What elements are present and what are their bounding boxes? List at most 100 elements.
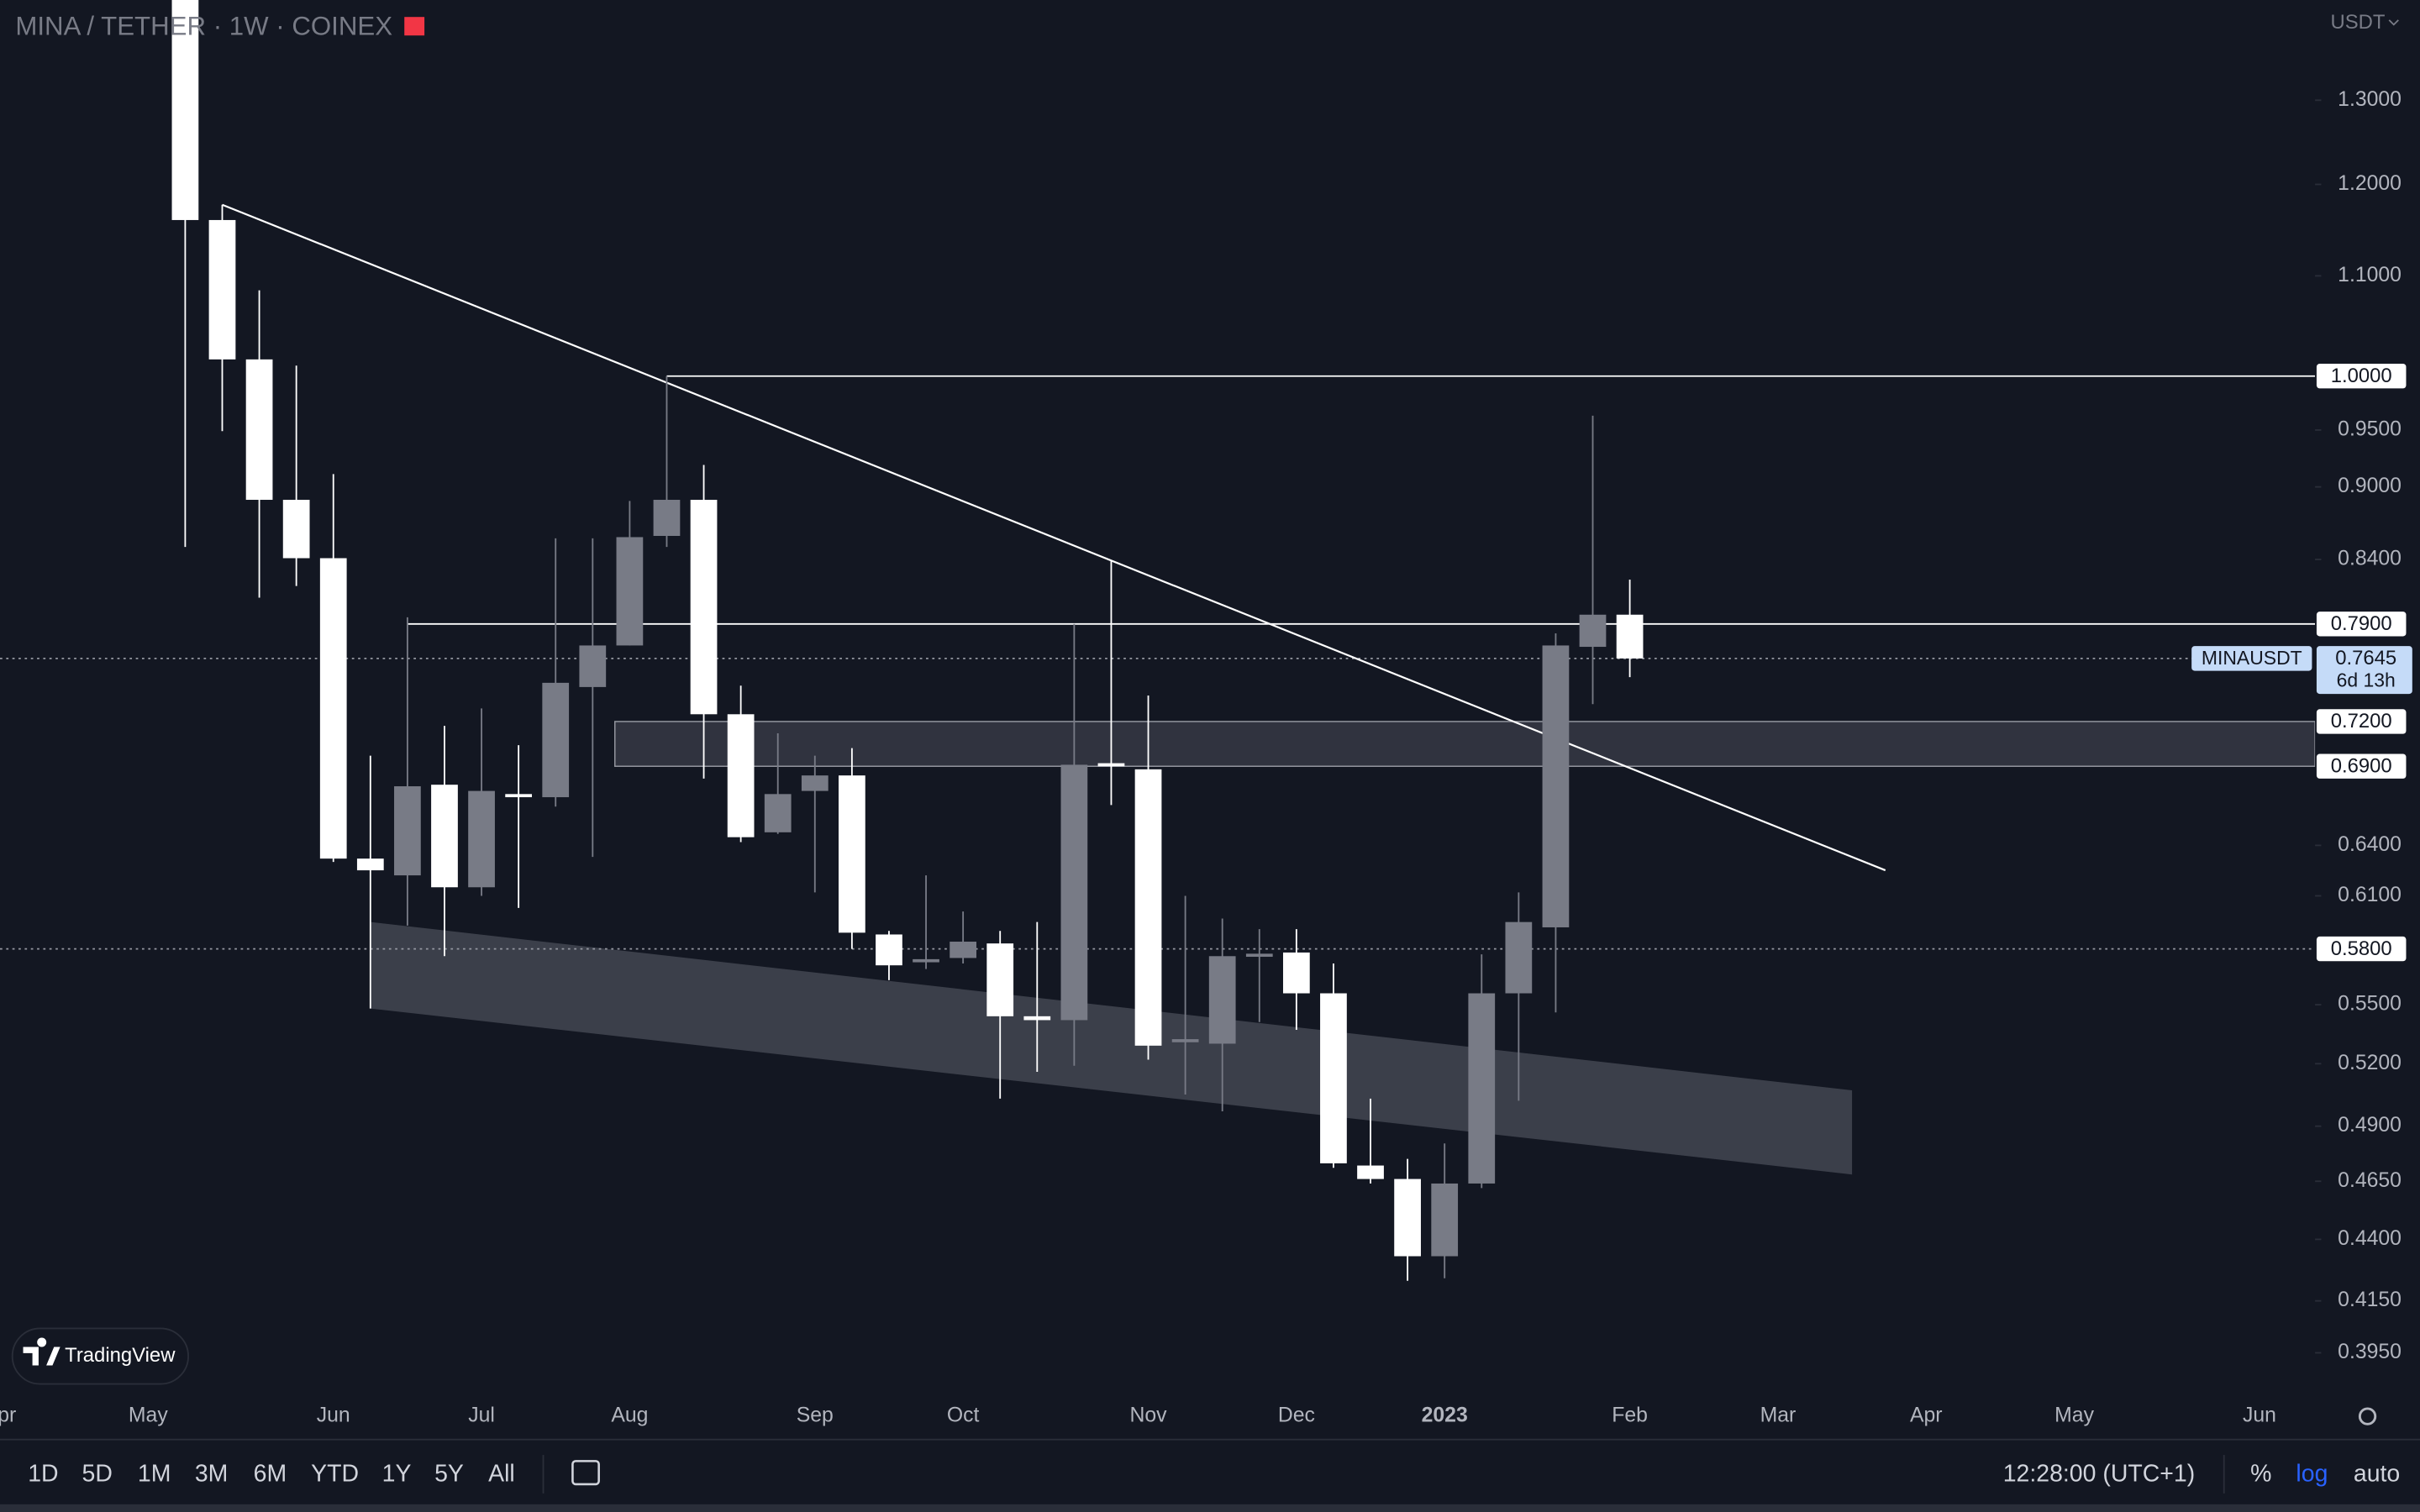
range-button[interactable]: 6M	[254, 1460, 287, 1487]
current-price-label: 0.7645	[2335, 647, 2396, 669]
y-tick-label: 0.3950	[2338, 1341, 2402, 1363]
y-tick-label: 0.4400	[2338, 1227, 2402, 1250]
candle-body	[1505, 921, 1533, 994]
y-tick-label: 0.6100	[2338, 884, 2402, 906]
candle-body	[1431, 1183, 1459, 1257]
x-tick-label: Apr	[1910, 1404, 1943, 1427]
range-button[interactable]: 5Y	[434, 1460, 464, 1487]
y-tick-label: 0.5200	[2338, 1052, 2402, 1074]
candle-body	[1394, 1179, 1421, 1257]
candle-body	[839, 775, 865, 933]
range-button[interactable]: All	[488, 1460, 515, 1487]
range-button[interactable]: YTD	[311, 1460, 359, 1487]
x-tick-label: Jun	[2243, 1404, 2276, 1427]
candle-body	[1320, 993, 1347, 1163]
candle-body	[356, 858, 384, 871]
candle-body	[653, 500, 681, 536]
level-label: 0.7900	[2331, 612, 2392, 635]
candle-body	[579, 645, 607, 687]
level-label-box	[2316, 936, 2407, 962]
current-price-box	[2316, 646, 2412, 695]
y-tick-label: 0.4900	[2338, 1114, 2402, 1137]
candle-body	[1357, 1165, 1384, 1179]
level-label: 0.6900	[2331, 754, 2392, 777]
candle-body	[282, 500, 310, 559]
y-tick-label: 1.2000	[2338, 172, 2402, 195]
level-label-box	[2316, 364, 2407, 389]
symbol-label: MINAUSDT	[2202, 647, 2302, 669]
range-button[interactable]: 1M	[138, 1460, 171, 1487]
candle-body	[727, 714, 755, 837]
x-tick-label: Jun	[317, 1404, 350, 1427]
x-tick-label: May	[129, 1404, 168, 1427]
candle-body	[950, 942, 976, 958]
candle-body	[986, 943, 1014, 1016]
y-tick-label: 0.6400	[2338, 833, 2402, 856]
candle-body	[1023, 1016, 1051, 1021]
candle-body	[1060, 764, 1088, 1021]
plot-area	[0, 0, 2316, 1281]
x-tick-label: Nov	[1129, 1404, 1167, 1427]
countdown: 6d 13h	[2337, 669, 2396, 690]
level-label: 1.0000	[2331, 365, 2392, 387]
candle-body	[913, 958, 939, 963]
candle-body	[1616, 614, 1644, 659]
range-button[interactable]: 1D	[28, 1460, 58, 1487]
y-tick-label: 0.4650	[2338, 1169, 2402, 1192]
candle-body	[690, 500, 718, 715]
toolbar: 1D 5D 1M 3M 6M YTD 1Y 5Y All 12:28:00 (UTC+1)% log…	[28, 1460, 2400, 1487]
range-button[interactable]: 5D	[82, 1460, 113, 1487]
level-label: 0.5800	[2331, 937, 2392, 960]
settings-icon[interactable]	[2358, 1407, 2377, 1425]
scale-option[interactable]: %	[2250, 1460, 2271, 1487]
range-button[interactable]: 3M	[195, 1460, 229, 1487]
candle-body	[505, 794, 533, 798]
date-range-icon[interactable]	[571, 1460, 600, 1486]
watermark-box	[11, 1327, 189, 1385]
candle-body	[468, 790, 495, 888]
candle-body	[1579, 614, 1607, 648]
scale-option[interactable]: auto	[2354, 1460, 2400, 1487]
y-tick-label: 1.3000	[2338, 88, 2402, 111]
level-label-box	[2316, 709, 2407, 734]
candle-body	[171, 0, 199, 220]
x-tick-label: Dec	[1278, 1404, 1315, 1427]
y-tick-label: 0.8400	[2338, 548, 2402, 570]
currency[interactable]: USDT	[2330, 11, 2385, 34]
clock[interactable]: 12:28:00 (UTC+1)	[2003, 1460, 2196, 1487]
level-label-box	[2316, 753, 2407, 779]
candle-body	[876, 934, 902, 966]
x-tick-label: Sep	[797, 1404, 834, 1427]
candle-body	[1282, 952, 1310, 994]
candle-body	[1208, 956, 1236, 1044]
flag-icon	[404, 17, 425, 36]
scale-option[interactable]: log	[2296, 1460, 2328, 1487]
candle-body	[1097, 763, 1125, 767]
candle-body	[245, 359, 273, 501]
candle-body	[764, 794, 792, 832]
candle-body	[801, 775, 829, 791]
range-button[interactable]: 1Y	[382, 1460, 412, 1487]
x-tick-label: 2023	[1422, 1404, 1468, 1427]
candle-body	[616, 537, 644, 646]
trendline	[222, 203, 1886, 872]
candle-body	[394, 786, 421, 876]
x-tick-label: Aug	[611, 1404, 648, 1427]
currency-chevron	[2388, 19, 2399, 26]
symbol-label-box	[2191, 646, 2312, 671]
y-tick-label: 0.4150	[2338, 1289, 2402, 1311]
y-tick-label: 1.1000	[2338, 264, 2402, 286]
level-zone	[614, 721, 2316, 767]
candle-body	[542, 682, 570, 798]
candle-body	[1171, 1039, 1199, 1042]
y-tick-label: 0.9000	[2338, 475, 2402, 497]
level-label: 0.7200	[2331, 710, 2392, 732]
candle-body	[319, 558, 347, 859]
candle-body	[1245, 953, 1273, 958]
watermark: TradingView	[65, 1344, 176, 1367]
x-tick-label: Mar	[1760, 1404, 1797, 1427]
candle-body	[208, 219, 236, 360]
x-tick-label: Jul	[468, 1404, 495, 1427]
